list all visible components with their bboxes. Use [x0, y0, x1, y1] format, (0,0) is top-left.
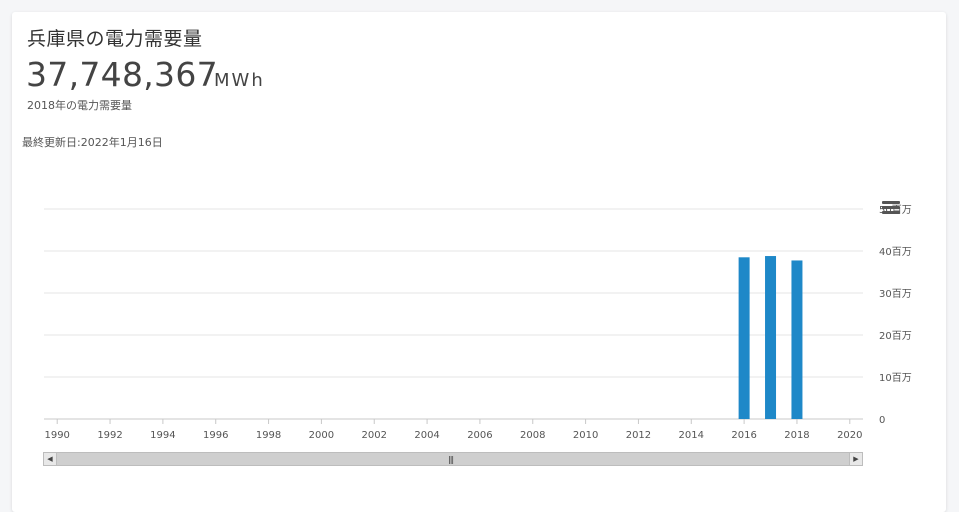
x-tick-label: 2002 [362, 430, 387, 441]
last-updated: 最終更新日:2022年1月16日 [22, 136, 163, 149]
bar-2016 [738, 257, 750, 419]
chart-scrollbar[interactable]: ◀ ||| ▶ [43, 452, 863, 466]
y-tick-label: 0 [879, 415, 885, 426]
x-tick-label: 2020 [837, 430, 862, 441]
x-tick-label: 1990 [44, 430, 69, 441]
hamburger-menu-icon[interactable] [882, 201, 900, 217]
value-caption: 2018年の電力需要量 [27, 99, 132, 112]
x-tick-label: 2006 [467, 430, 492, 441]
bar-chart: 010百万20百万30百万40百万50百万1990199219941996199… [44, 204, 912, 441]
x-tick-label: 1998 [256, 430, 281, 441]
x-tick-label: 2000 [309, 430, 334, 441]
x-tick-label: 2016 [731, 430, 756, 441]
x-tick-label: 1994 [150, 430, 175, 441]
x-tick-label: 1992 [97, 430, 122, 441]
x-tick-label: 2008 [520, 430, 545, 441]
x-tick-label: 2012 [626, 430, 651, 441]
grip-icon[interactable]: ||| [448, 455, 454, 464]
y-tick-label: 20百万 [879, 330, 912, 342]
y-tick-label: 30百万 [879, 288, 912, 300]
x-tick-label: 2014 [679, 430, 704, 441]
bar-2017 [765, 256, 777, 419]
y-tick-label: 40百万 [879, 246, 912, 258]
x-tick-label: 2010 [573, 430, 598, 441]
total-demand-value: 37,748,367 [26, 55, 218, 94]
bar-2018 [791, 260, 803, 419]
x-tick-label: 2018 [784, 430, 809, 441]
x-tick-label: 1996 [203, 430, 228, 441]
chevron-right-icon[interactable]: ▶ [849, 453, 862, 465]
unit-label: MWh [214, 70, 265, 91]
page-title: 兵庫県の電力需要量 [27, 28, 203, 50]
chart-card [12, 12, 946, 512]
x-tick-label: 2004 [414, 430, 439, 441]
chevron-left-icon[interactable]: ◀ [44, 453, 57, 465]
y-tick-label: 10百万 [879, 372, 912, 384]
